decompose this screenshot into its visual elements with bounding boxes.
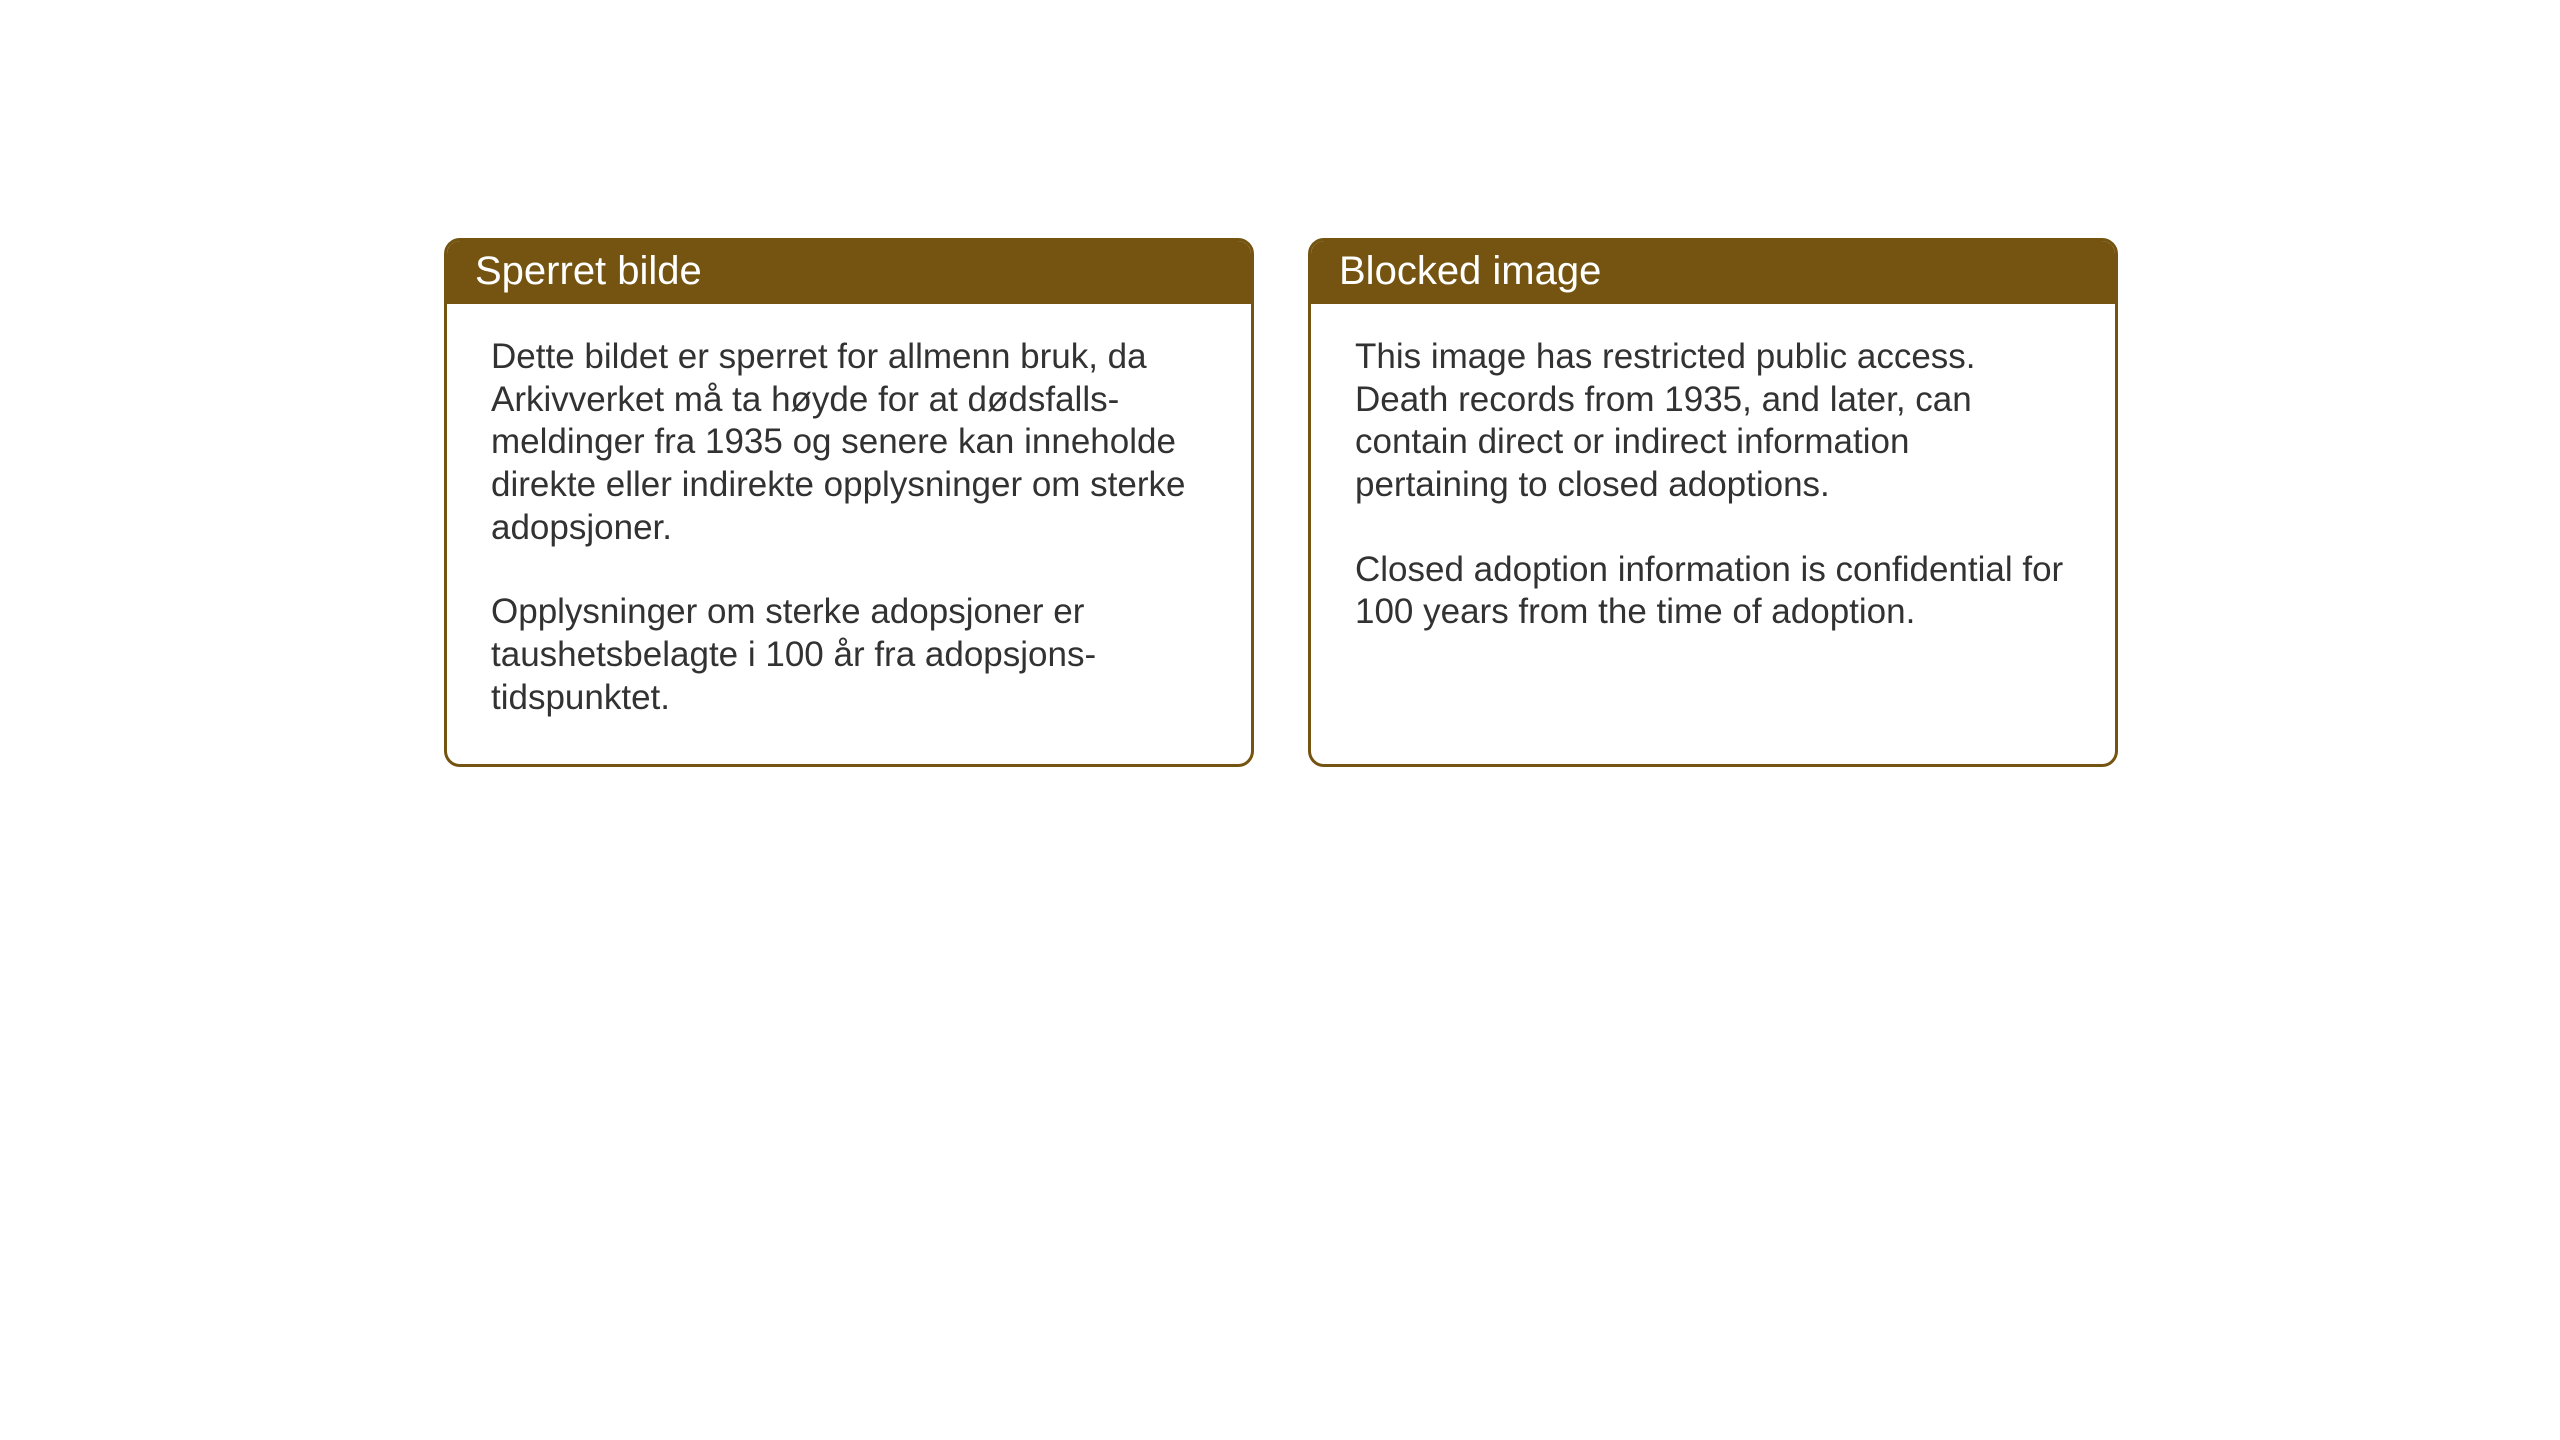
paragraph-2-norwegian: Opplysninger om sterke adopsjoner er tau… bbox=[491, 591, 1207, 719]
notice-card-norwegian: Sperret bilde Dette bildet er sperret fo… bbox=[444, 238, 1254, 767]
notice-card-english: Blocked image This image has restricted … bbox=[1308, 238, 2118, 767]
paragraph-1-english: This image has restricted public access.… bbox=[1355, 336, 2071, 507]
card-header-norwegian: Sperret bilde bbox=[447, 241, 1251, 304]
paragraph-1-norwegian: Dette bildet er sperret for allmenn bruk… bbox=[491, 336, 1207, 549]
notice-container: Sperret bilde Dette bildet er sperret fo… bbox=[0, 0, 2560, 767]
card-body-english: This image has restricted public access.… bbox=[1311, 304, 2115, 722]
card-title-norwegian: Sperret bilde bbox=[475, 249, 702, 293]
card-header-english: Blocked image bbox=[1311, 241, 2115, 304]
card-body-norwegian: Dette bildet er sperret for allmenn bruk… bbox=[447, 304, 1251, 764]
paragraph-2-english: Closed adoption information is confident… bbox=[1355, 549, 2071, 634]
card-title-english: Blocked image bbox=[1339, 249, 1601, 293]
